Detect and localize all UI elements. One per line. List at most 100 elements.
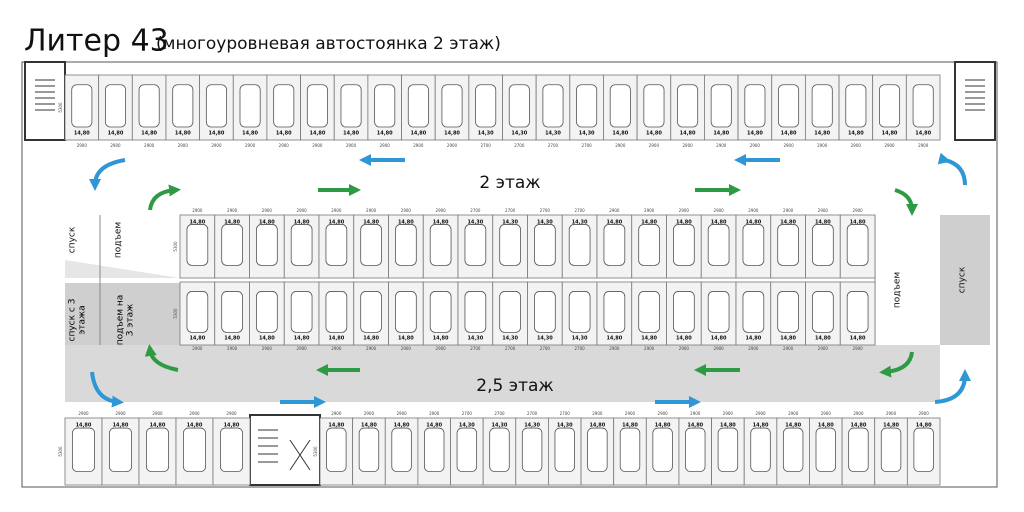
depth-dimension: 5300: [173, 241, 178, 252]
car: [109, 427, 133, 472]
spot-area: 14,30: [572, 220, 588, 226]
spot-area: 14,80: [781, 131, 797, 137]
spot-area: 14,80: [175, 131, 191, 137]
spot-area: 14,30: [579, 131, 595, 137]
spot-width: 2900: [331, 411, 342, 416]
spot-area: 14,80: [606, 220, 622, 226]
spot-area: 14,80: [426, 423, 442, 429]
spot-area: 14,80: [687, 423, 703, 429]
spot-area: 14,80: [444, 131, 460, 137]
spot-area: 14,30: [511, 131, 527, 137]
spot-area: 14,80: [259, 336, 275, 342]
lower-driveway: [65, 345, 940, 402]
car: [717, 427, 739, 472]
spot-width: 2900: [644, 208, 655, 213]
car: [521, 427, 543, 472]
car: [489, 427, 510, 472]
car: [643, 84, 665, 128]
car: [782, 427, 804, 472]
spot-area: 14,80: [916, 423, 932, 429]
spot-width: 2700: [470, 346, 481, 351]
spot-area: 14,80: [294, 336, 310, 342]
car: [534, 224, 556, 266]
spot-area: 14,80: [676, 336, 692, 342]
spot-width: 2900: [396, 411, 407, 416]
car: [742, 291, 765, 333]
spot-area: 14,80: [363, 336, 379, 342]
spot-width: 2700: [582, 143, 593, 148]
spot-width: 2700: [527, 411, 538, 416]
spot-area: 14,80: [113, 423, 129, 429]
spot-area: 14,80: [189, 336, 205, 342]
depth-dimension: 5300: [58, 446, 63, 457]
spot-width: 2900: [750, 143, 761, 148]
spot-width: 2900: [331, 208, 342, 213]
spot-width: 2700: [540, 346, 551, 351]
spot-width: 2900: [297, 208, 308, 213]
spot-area: 14,80: [883, 423, 899, 429]
spot-area: 14,80: [187, 423, 203, 429]
car: [750, 427, 771, 472]
ramp-label: подъем: [114, 222, 124, 258]
car: [326, 427, 347, 472]
spot-width: 2900: [818, 208, 829, 213]
spot-area: 14,80: [363, 220, 379, 226]
spot-area: 14,80: [680, 131, 696, 137]
spot-width: 2900: [919, 411, 930, 416]
spot-width: 2900: [714, 208, 725, 213]
spot-width: 2900: [748, 346, 759, 351]
spot-area: 14,80: [818, 423, 834, 429]
car: [441, 84, 463, 128]
spot-area: 14,80: [753, 423, 769, 429]
ramp-label: спуск: [958, 266, 968, 293]
car: [778, 84, 800, 128]
car: [811, 84, 833, 128]
car: [542, 84, 564, 128]
car: [742, 224, 765, 266]
spot-width: 2900: [723, 411, 734, 416]
spot-width: 2900: [851, 143, 862, 148]
ramp-label-box: спуск с 3 этажа: [68, 299, 88, 342]
spot-width: 2900: [716, 143, 727, 148]
car: [652, 427, 673, 472]
car: [186, 224, 209, 266]
spot-width: 2700: [540, 208, 551, 213]
traffic-arrows: [89, 152, 971, 408]
stair-left: [24, 61, 66, 141]
car: [256, 224, 278, 266]
spot-area: 14,80: [398, 220, 414, 226]
car: [707, 224, 730, 266]
spot-area: 14,80: [815, 220, 831, 226]
car: [340, 84, 362, 128]
spot-area: 14,80: [328, 423, 344, 429]
spot-area: 14,80: [711, 220, 727, 226]
spot-width: 2900: [297, 346, 308, 351]
ramp-label: подъем: [893, 272, 903, 308]
spot-area: 14,80: [209, 131, 225, 137]
spot-width: 2700: [470, 208, 481, 213]
ramp-left-lower: [65, 283, 180, 345]
spot-width: 2700: [514, 143, 525, 148]
spot-area: 14,80: [224, 423, 240, 429]
spot-width: 2900: [436, 208, 447, 213]
spot-area: 14,30: [467, 220, 483, 226]
car: [744, 84, 766, 128]
spot-width: 2900: [429, 411, 440, 416]
spot-area: 14,80: [882, 131, 898, 137]
spot-width: 2900: [364, 411, 375, 416]
spot-area: 14,80: [780, 220, 796, 226]
car: [290, 291, 313, 333]
spot-width: 2900: [683, 143, 694, 148]
car: [677, 84, 699, 128]
spot-width: 2900: [748, 208, 759, 213]
car: [172, 84, 194, 128]
spot-area: 14,80: [814, 131, 830, 137]
car: [777, 224, 799, 266]
car: [456, 427, 478, 472]
subtitle: (многоуровневая автостоянка 2 этаж): [156, 34, 501, 54]
spot-area: 14,80: [851, 423, 867, 429]
spot-area: 14,80: [655, 423, 671, 429]
spot-width: 2900: [615, 143, 626, 148]
spot-width: 2900: [884, 143, 895, 148]
car: [273, 84, 295, 128]
